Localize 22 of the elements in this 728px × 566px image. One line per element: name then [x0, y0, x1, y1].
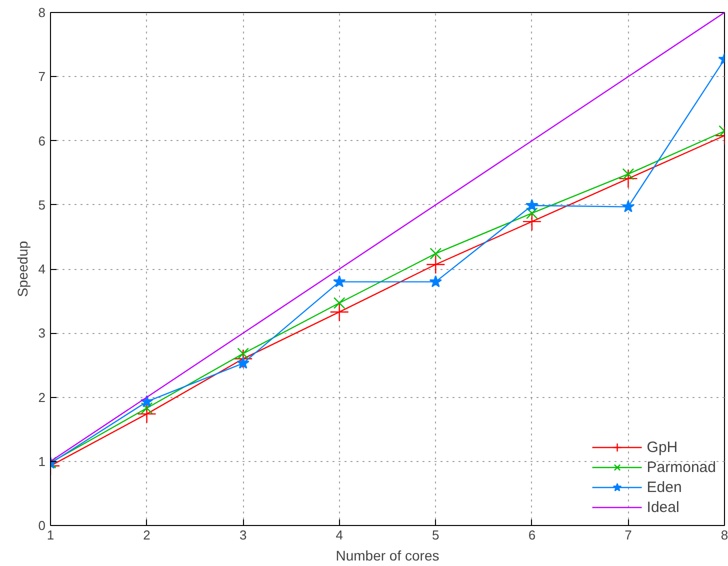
legend-label: Ideal: [646, 498, 680, 516]
y-tick-label: 6: [38, 133, 46, 148]
x-tick-label: 4: [336, 528, 343, 542]
legend-label: GpH: [646, 438, 678, 456]
x-tick-label: 2: [143, 528, 150, 542]
y-tick-label: 3: [38, 326, 46, 341]
legend-label: Eden: [646, 478, 682, 496]
y-tick-label: 2: [38, 390, 46, 405]
y-tick-label: 0: [38, 518, 46, 533]
y-axis-title: Speedup: [14, 240, 30, 298]
x-tick-label: 7: [624, 528, 632, 542]
y-tick-label: 8: [38, 5, 46, 20]
y-tick-label: 4: [38, 262, 46, 276]
y-tick-label: 7: [38, 69, 46, 84]
x-tick-label: 6: [528, 528, 536, 542]
y-tick-label: 1: [38, 454, 46, 469]
x-tick-label: 3: [239, 528, 247, 542]
x-axis-title: Number of cores: [336, 548, 440, 564]
x-tick-label: 5: [432, 528, 440, 542]
x-tick-label: 8: [720, 528, 728, 542]
legend-label: Parmonad: [646, 458, 716, 476]
y-tick-label: 5: [38, 197, 46, 212]
